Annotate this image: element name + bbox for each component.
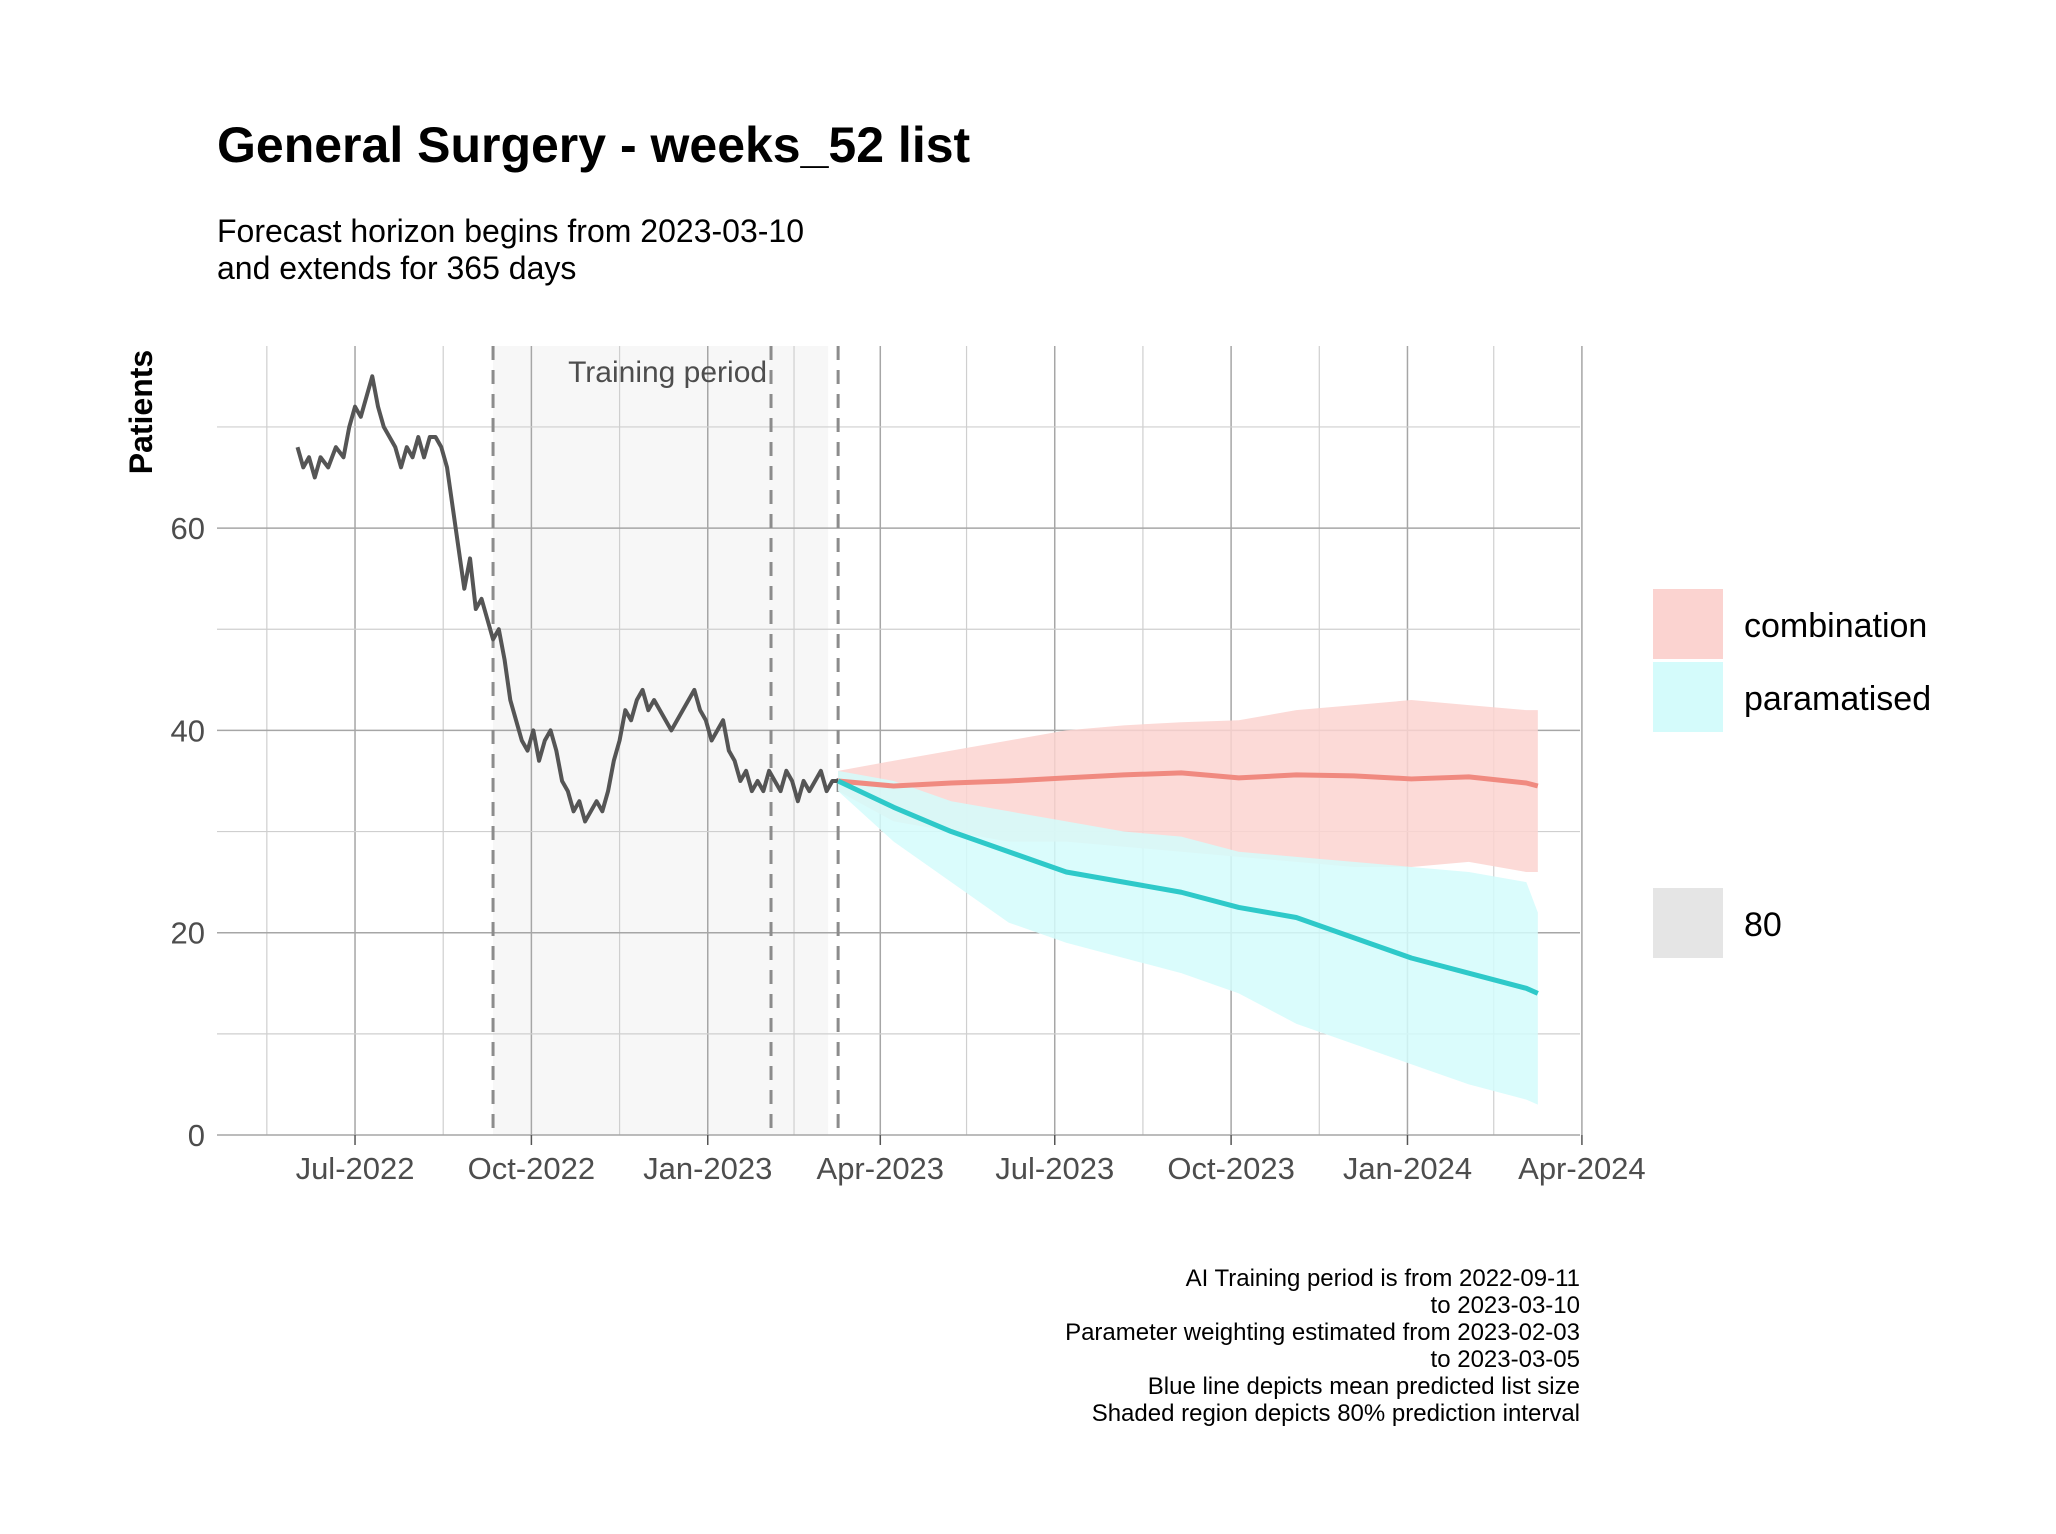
x-tick-label: Jul-2023 [995, 1151, 1114, 1186]
chart-title: General Surgery - weeks_52 list [217, 117, 971, 173]
caption-line-3: Parameter weighting estimated from 2023-… [1065, 1319, 1580, 1346]
x-tick-label: Apr-2023 [817, 1151, 945, 1186]
legend-label-level: 80 [1744, 906, 1782, 944]
caption-line-5: Blue line depicts mean predicted list si… [1148, 1373, 1580, 1400]
legend-key-combination [1653, 589, 1723, 659]
chart-subtitle-line-2: and extends for 365 days [217, 250, 576, 286]
y-tick-label: 20 [171, 916, 205, 951]
x-tick-label: Jul-2022 [296, 1151, 415, 1186]
chart-subtitle-line-1: Forecast horizon begins from 2023-03-10 [217, 213, 804, 249]
training-period-label: Training period [568, 356, 767, 389]
y-tick-label: 40 [171, 713, 205, 748]
caption-line-2: to 2023-03-10 [1431, 1292, 1580, 1319]
x-tick-label: Oct-2023 [1167, 1151, 1295, 1186]
line-combination [837, 770, 1539, 789]
x-tick-label: Apr-2024 [1518, 1151, 1646, 1186]
caption: AI Training period is from 2022-09-11 to… [1065, 1265, 1580, 1427]
legend-key-paramatised [1653, 662, 1723, 732]
y-tick-label: 0 [188, 1118, 205, 1153]
caption-line-4: to 2023-03-05 [1431, 1346, 1580, 1373]
caption-line-6: Shaded region depicts 80% prediction int… [1092, 1400, 1580, 1427]
y-axis-label: Patients [123, 350, 159, 474]
x-tick-label: Jan-2023 [643, 1151, 772, 1186]
legend: combination paramatised 80 [1653, 589, 1931, 958]
axis-ticks: Jul-2022 Oct-2022 Jan-2023 Apr-2023 Jul-2023… [171, 511, 1646, 1186]
x-tick-label: Jan-2024 [1343, 1151, 1472, 1186]
legend-key-level [1653, 888, 1723, 958]
y-tick-label: 60 [171, 511, 205, 546]
history-line [295, 374, 839, 824]
plot-panel: Training period Jul-2022 Oct-2022 Jan-2023 A… [171, 346, 1646, 1186]
caption-line-1: AI Training period is from 2022-09-11 [1186, 1265, 1580, 1292]
legend-label-paramatised: paramatised [1744, 680, 1931, 718]
x-tick-label: Oct-2022 [468, 1151, 596, 1186]
legend-label-combination: combination [1744, 607, 1927, 645]
line-paramatised [837, 778, 1539, 996]
